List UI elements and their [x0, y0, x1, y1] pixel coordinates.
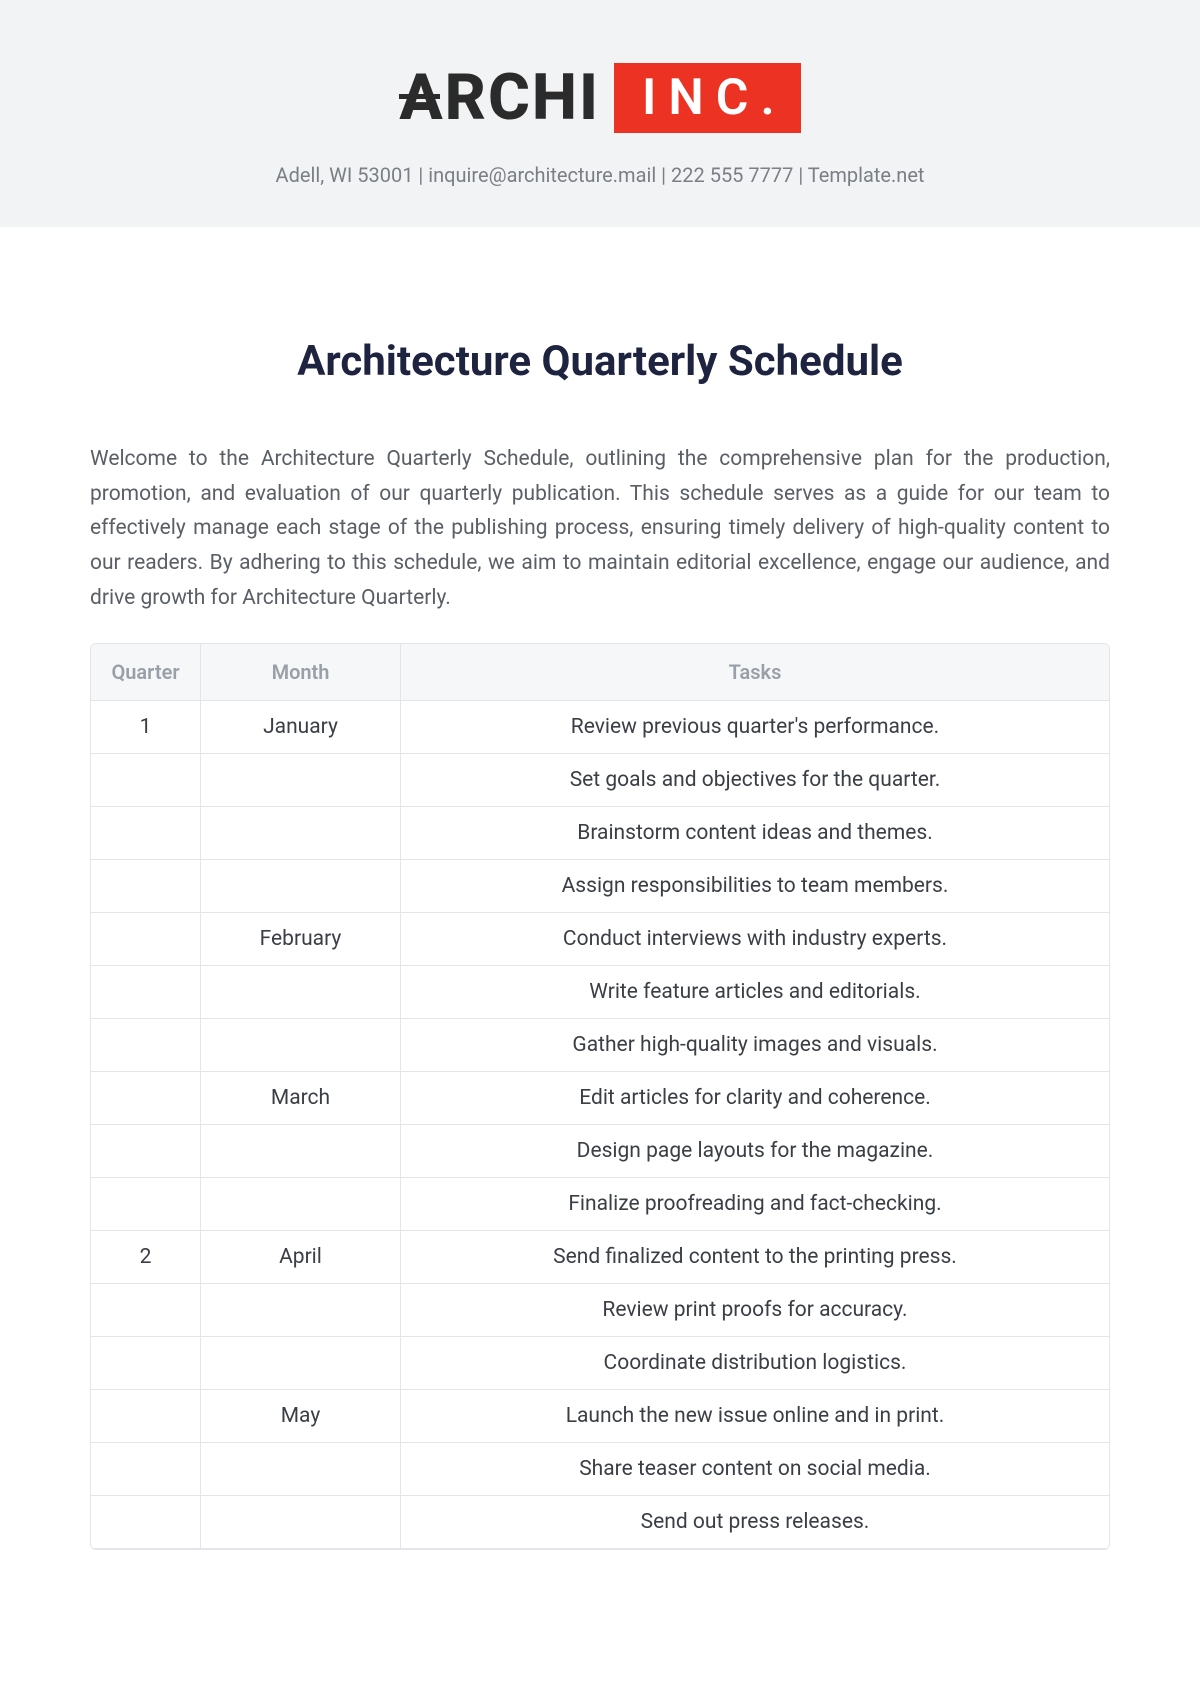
cell-month: February [201, 913, 401, 966]
cell-task: Brainstorm content ideas and themes. [401, 807, 1109, 860]
cell-task: Review previous quarter's performance. [401, 701, 1109, 754]
col-header-quarter: Quarter [91, 644, 201, 701]
cell-task: Review print proofs for accuracy. [401, 1284, 1109, 1337]
cell-quarter: 2 [91, 1231, 201, 1284]
table-row: Send out press releases. [91, 1496, 1109, 1549]
cell-month [201, 860, 401, 913]
contact-address: Adell, WI 53001 [276, 163, 414, 187]
separator: | [418, 163, 428, 187]
schedule-table: Quarter Month Tasks 1JanuaryReview previ… [90, 643, 1110, 1550]
cell-month [201, 1178, 401, 1231]
col-header-tasks: Tasks [401, 644, 1109, 701]
table-row: MayLaunch the new issue online and in pr… [91, 1390, 1109, 1443]
cell-task: Set goals and objectives for the quarter… [401, 754, 1109, 807]
cell-task: Design page layouts for the magazine. [401, 1125, 1109, 1178]
table-row: FebruaryConduct interviews with industry… [91, 913, 1109, 966]
cell-quarter [91, 1125, 201, 1178]
logo: ARCHI INC. [399, 60, 800, 135]
cell-quarter [91, 1443, 201, 1496]
cell-month: May [201, 1390, 401, 1443]
cell-month [201, 807, 401, 860]
cell-quarter: 1 [91, 701, 201, 754]
cell-task: Share teaser content on social media. [401, 1443, 1109, 1496]
cell-month [201, 966, 401, 1019]
cell-month [201, 1496, 401, 1549]
contact-email: inquire@architecture.mail [428, 163, 656, 187]
table-row: Write feature articles and editorials. [91, 966, 1109, 1019]
contact-line: Adell, WI 53001 | inquire@architecture.m… [0, 163, 1200, 187]
table-row: Review print proofs for accuracy. [91, 1284, 1109, 1337]
cell-quarter [91, 754, 201, 807]
cell-task: Coordinate distribution logistics. [401, 1337, 1109, 1390]
cell-month [201, 1125, 401, 1178]
cell-task: Conduct interviews with industry experts… [401, 913, 1109, 966]
cell-task: Edit articles for clarity and coherence. [401, 1072, 1109, 1125]
cell-month: April [201, 1231, 401, 1284]
cell-month [201, 1284, 401, 1337]
contact-site: Template.net [808, 163, 925, 187]
cell-task: Send out press releases. [401, 1496, 1109, 1549]
cell-task: Finalize proofreading and fact-checking. [401, 1178, 1109, 1231]
cell-month: March [201, 1072, 401, 1125]
cell-quarter [91, 1337, 201, 1390]
table-row: Share teaser content on social media. [91, 1443, 1109, 1496]
separator: | [798, 163, 807, 187]
table-row: 2AprilSend finalized content to the prin… [91, 1231, 1109, 1284]
cell-month [201, 1443, 401, 1496]
logo-text-archi: ARCHI [399, 60, 600, 135]
cell-task: Launch the new issue online and in print… [401, 1390, 1109, 1443]
cell-quarter [91, 1072, 201, 1125]
table-row: Coordinate distribution logistics. [91, 1337, 1109, 1390]
page-title: Architecture Quarterly Schedule [90, 337, 1110, 386]
cell-quarter [91, 860, 201, 913]
content: Architecture Quarterly Schedule Welcome … [0, 227, 1200, 1550]
cell-quarter [91, 966, 201, 1019]
cell-task: Assign responsibilities to team members. [401, 860, 1109, 913]
table-row: Assign responsibilities to team members. [91, 860, 1109, 913]
table-row: Brainstorm content ideas and themes. [91, 807, 1109, 860]
table-row: Design page layouts for the magazine. [91, 1125, 1109, 1178]
cell-month [201, 1019, 401, 1072]
cell-quarter [91, 807, 201, 860]
contact-phone: 222 555 7777 [671, 163, 793, 187]
table-row: MarchEdit articles for clarity and coher… [91, 1072, 1109, 1125]
table-row: Set goals and objectives for the quarter… [91, 754, 1109, 807]
table-row: Gather high-quality images and visuals. [91, 1019, 1109, 1072]
logo-text-inc: INC. [614, 63, 801, 133]
table-header-row: Quarter Month Tasks [91, 644, 1109, 701]
separator: | [661, 163, 671, 187]
intro-paragraph: Welcome to the Architecture Quarterly Sc… [90, 442, 1110, 615]
cell-quarter [91, 1390, 201, 1443]
cell-quarter [91, 913, 201, 966]
cell-month [201, 1337, 401, 1390]
cell-quarter [91, 1284, 201, 1337]
col-header-month: Month [201, 644, 401, 701]
table-row: 1JanuaryReview previous quarter's perfor… [91, 701, 1109, 754]
header-band: ARCHI INC. Adell, WI 53001 | inquire@arc… [0, 0, 1200, 227]
cell-task: Send finalized content to the printing p… [401, 1231, 1109, 1284]
cell-quarter [91, 1496, 201, 1549]
cell-quarter [91, 1178, 201, 1231]
cell-month: January [201, 701, 401, 754]
cell-task: Gather high-quality images and visuals. [401, 1019, 1109, 1072]
cell-quarter [91, 1019, 201, 1072]
table-row: Finalize proofreading and fact-checking. [91, 1178, 1109, 1231]
cell-task: Write feature articles and editorials. [401, 966, 1109, 1019]
cell-month [201, 754, 401, 807]
